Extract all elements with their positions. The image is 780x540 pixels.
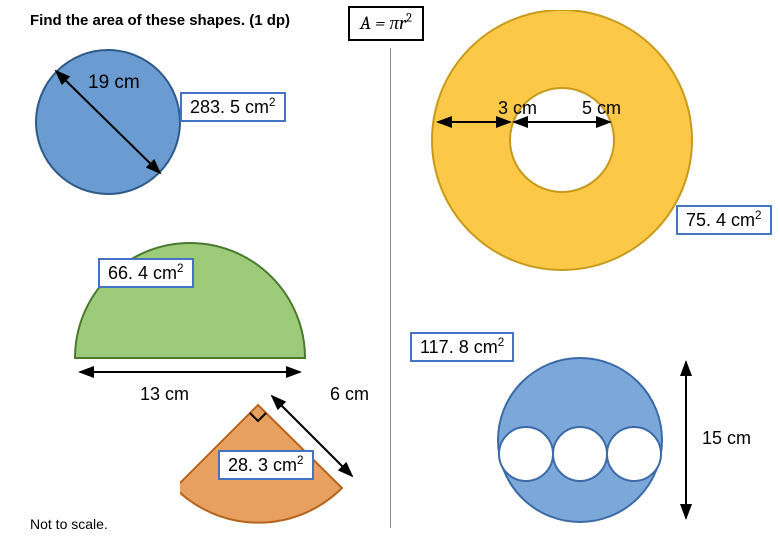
vertical-divider (390, 48, 391, 528)
shape4-answer-text: 75. 4 cm2 (686, 210, 762, 230)
shape3-radius-label: 6 cm (330, 384, 369, 405)
shape5-height-label: 15 cm (702, 428, 751, 449)
shape4-answer: 75. 4 cm2 (676, 205, 772, 235)
shape-annulus (418, 10, 708, 285)
formula-box: A = πr2 (348, 6, 424, 41)
shape5-answer: 117. 8 cm2 (410, 332, 514, 362)
shape2-answer: 66. 4 cm2 (98, 258, 194, 288)
shape4-inner-label: 3 cm (498, 98, 537, 119)
shape1-answer-text: 283. 5 cm2 (190, 97, 276, 117)
shape2-answer-text: 66. 4 cm2 (108, 263, 184, 283)
shape3-answer: 28. 3 cm2 (218, 450, 314, 480)
shape1-answer: 283. 5 cm2 (180, 92, 286, 122)
shape5-answer-text: 117. 8 cm2 (420, 337, 504, 357)
note-text: Not to scale. (30, 516, 108, 532)
shape-circle (20, 38, 220, 218)
shape2-diameter-label: 13 cm (140, 384, 189, 405)
shape4-outer-label: 5 cm (582, 98, 621, 119)
instruction-text: Find the area of these shapes. (1 dp) (30, 12, 290, 29)
shape3-answer-text: 28. 3 cm2 (228, 455, 304, 475)
formula-text: A = πr2 (360, 12, 412, 34)
shape1-diameter-label: 19 cm (88, 72, 140, 94)
